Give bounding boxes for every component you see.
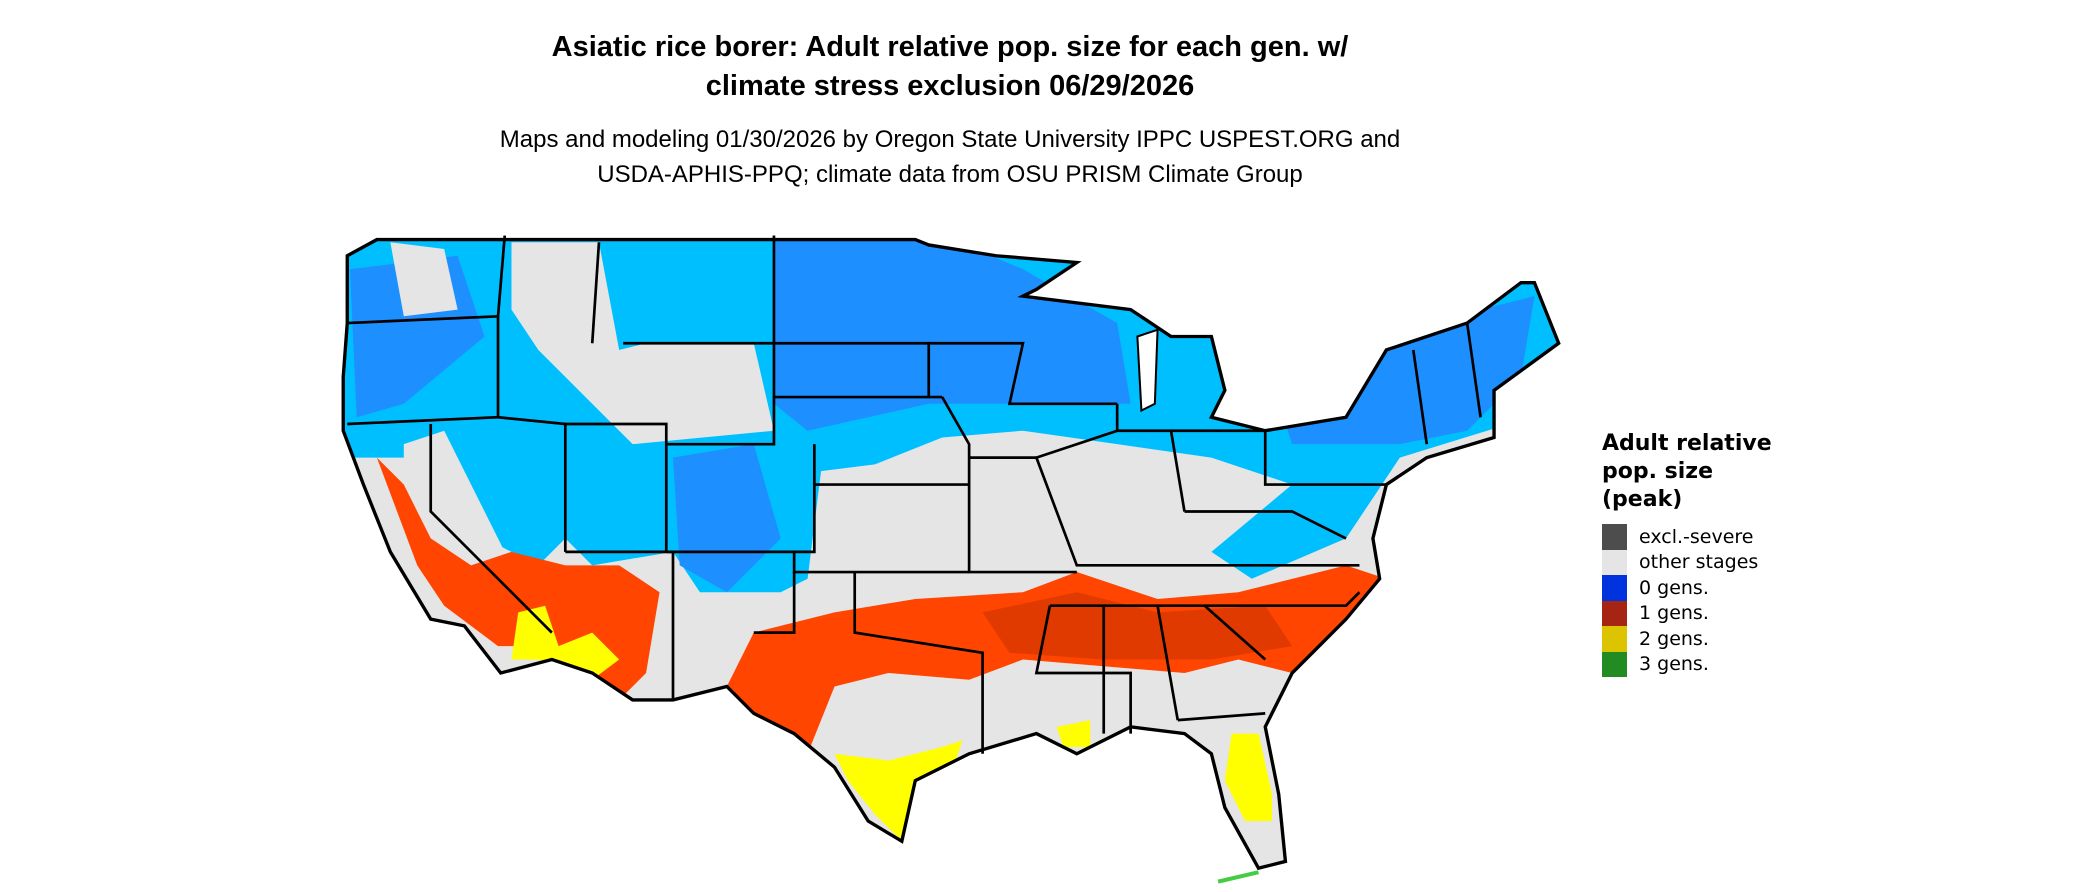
lake-michigan xyxy=(1136,328,1159,413)
map-subtitle: Maps and modeling 01/30/2026 by Oregon S… xyxy=(300,122,1600,192)
subtitle-line-1: Maps and modeling 01/30/2026 by Oregon S… xyxy=(499,126,1401,153)
zone-mid-blue-north xyxy=(773,239,1131,431)
legend-items: excl.-severe other stages 0 gens. 1 gens… xyxy=(1602,524,1822,677)
title-line-1: Asiatic rice borer: Adult relative pop. … xyxy=(551,31,1349,63)
legend-title-line: (peak) xyxy=(1602,487,1683,512)
legend-label: excl.-severe xyxy=(1639,525,1754,548)
legend-swatch xyxy=(1602,651,1627,677)
legend-title-line: pop. size xyxy=(1602,459,1713,484)
legend-swatch xyxy=(1602,575,1627,601)
legend-item-0-gens: 0 gens. xyxy=(1602,575,1822,601)
zone-dark-orange-south xyxy=(982,592,1293,660)
us-outline xyxy=(341,237,1561,871)
zone-mid-blue-rockies xyxy=(673,444,781,593)
zone-gray-idaho-wyoming xyxy=(511,242,774,445)
zone-yellow-southwest xyxy=(511,605,620,680)
legend-swatch xyxy=(1602,524,1627,550)
legend-label: 2 gens. xyxy=(1639,627,1709,650)
legend-title: Adult relative pop. size (peak) xyxy=(1602,430,1822,514)
legend-item-3-gens: 3 gens. xyxy=(1602,651,1822,677)
state-borders xyxy=(347,235,1482,754)
legend-item-1-gens: 1 gens. xyxy=(1602,600,1822,626)
legend-item-excl-severe: excl.-severe xyxy=(1602,524,1822,550)
legend-label: 3 gens. xyxy=(1639,653,1709,676)
legend-swatch xyxy=(1602,626,1627,652)
zone-yellow-louisiana xyxy=(1056,720,1091,748)
subtitle-line-2: USDA-APHIS-PPQ; climate data from OSU PR… xyxy=(597,161,1303,188)
zone-yellow-florida xyxy=(1224,733,1272,822)
florida-keys-green xyxy=(1217,870,1259,884)
legend-label: 1 gens. xyxy=(1639,602,1709,625)
legend-title-line: Adult relative xyxy=(1602,431,1772,456)
zone-gray-washington xyxy=(390,242,458,317)
map-title: Asiatic rice borer: Adult relative pop. … xyxy=(300,28,1600,106)
legend-item-other-stages: other stages xyxy=(1602,549,1822,575)
legend-swatch xyxy=(1602,600,1627,626)
zone-yellow-texas xyxy=(834,740,963,842)
legend-label: other stages xyxy=(1639,551,1759,574)
legend: Adult relative pop. size (peak) excl.-se… xyxy=(1602,430,1822,677)
legend-swatch xyxy=(1602,549,1627,575)
legend-label: 0 gens. xyxy=(1639,576,1709,599)
title-line-2: climate stress exclusion 06/29/2026 xyxy=(705,70,1195,102)
legend-item-2-gens: 2 gens. xyxy=(1602,626,1822,652)
